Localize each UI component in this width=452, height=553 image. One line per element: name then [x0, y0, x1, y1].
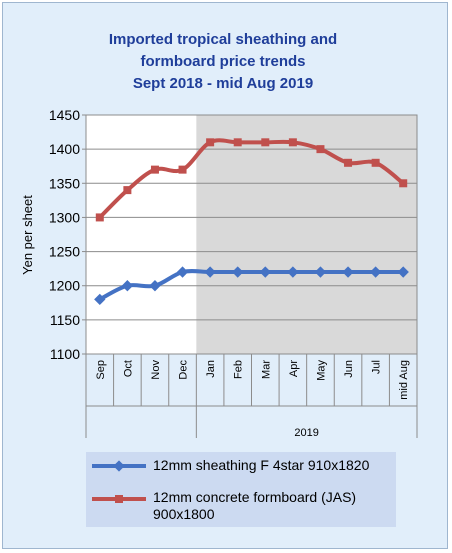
x-tick-label: Apr	[288, 360, 300, 377]
chart-title: Imported tropical sheathing and formboar…	[0, 29, 446, 95]
y-tick-label: 1300	[49, 209, 80, 225]
x-tick-label: May	[315, 360, 327, 381]
x-tick-label: Feb	[233, 360, 245, 379]
x-tick-label: Jun	[343, 360, 355, 378]
legend-label-sheathing: 12mm sheathing F 4star 910x1820	[153, 457, 370, 473]
x-tick-label: Jul	[371, 360, 383, 374]
legend-label-formboard: 12mm concrete formboard (JAS) 900x1800	[153, 489, 357, 522]
data-point-diamond	[232, 266, 244, 278]
data-point-square	[316, 145, 325, 154]
x-tick-label: Oct	[122, 360, 134, 377]
x-tick-label: mid Aug	[398, 360, 410, 400]
data-point-square	[123, 186, 132, 195]
data-point-diamond	[397, 266, 409, 278]
y-tick-label: 1100	[50, 346, 80, 362]
data-point-diamond	[259, 266, 271, 278]
data-point-square	[399, 179, 408, 188]
data-point-diamond	[149, 280, 161, 292]
group-label: 2019	[294, 427, 318, 439]
y-tick-label: 1250	[49, 244, 80, 260]
data-point-square	[150, 165, 159, 174]
x-tick-label: Nov	[150, 360, 162, 380]
legend-square-marker	[115, 495, 123, 503]
chart-title-line-2: formboard price trends	[140, 53, 306, 70]
series-lines	[94, 138, 409, 306]
chart-title-line-3: Sept 2018 - mid Aug 2019	[132, 75, 314, 92]
y-tick-label: 1150	[50, 312, 80, 328]
y-tick-label: 1400	[49, 141, 80, 157]
x-tick-label: Sep	[95, 360, 107, 380]
data-point-diamond	[369, 266, 382, 278]
legend-diamond-marker	[113, 460, 125, 472]
data-point-square	[288, 138, 297, 147]
data-point-square	[371, 158, 380, 167]
data-point-diamond	[342, 266, 354, 278]
data-point-square	[233, 138, 242, 147]
data-point-square	[344, 158, 353, 167]
chart-title-line-1: Imported tropical sheathing and	[108, 31, 338, 48]
legend: 12mm sheathing F 4star 910x1820 12mm con…	[86, 452, 396, 527]
data-point-square	[95, 213, 104, 222]
x-tick-label: Jan	[205, 360, 217, 378]
y-tick-label: 1450	[49, 107, 80, 123]
data-point-diamond	[314, 266, 327, 278]
data-point-square	[206, 138, 215, 147]
y-axis-label: Yen per sheet	[20, 195, 35, 275]
data-point-square	[261, 138, 270, 147]
x-axis-categories: Sep Oct Nov Dec Jan Feb Mar Apr May Jun Jul mid Aug…	[85, 354, 418, 439]
y-tick-label: 1200	[49, 278, 80, 294]
data-point-diamond	[176, 266, 189, 278]
data-point-square	[178, 165, 187, 174]
y-axis-ticks: 1100 1150 1200 1250 1300 1350 1400 1450	[49, 107, 80, 362]
shaded-region	[196, 115, 417, 354]
x-tick-label: Mar	[260, 360, 272, 379]
y-tick-label: 1350	[49, 175, 80, 191]
x-tick-label: Dec	[178, 360, 190, 380]
data-point-diamond	[287, 266, 299, 278]
data-point-diamond	[204, 266, 216, 278]
